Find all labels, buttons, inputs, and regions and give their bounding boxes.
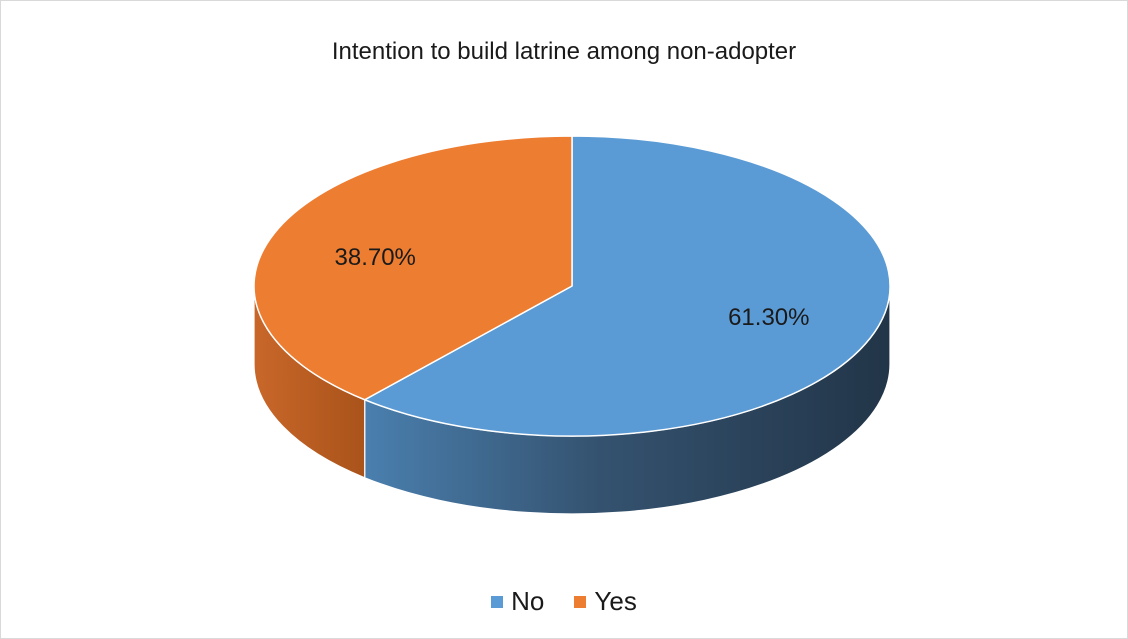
legend-label-no: No	[511, 586, 545, 616]
pie-slice-no	[363, 135, 891, 437]
legend-item-yes: Yes	[574, 586, 637, 617]
legend: No Yes	[0, 586, 1128, 617]
chart-title: Intention to build latrine among non-ado…	[331, 38, 797, 65]
data-label-no: 61.30%	[728, 304, 809, 331]
legend-swatch-no	[491, 595, 504, 608]
pie-slice-yes	[253, 135, 573, 401]
legend-item-no: No	[491, 586, 544, 617]
legend-swatch-yes	[574, 595, 587, 608]
data-label-yes: 38.70%	[335, 244, 416, 271]
legend-label-yes: Yes	[594, 586, 637, 616]
